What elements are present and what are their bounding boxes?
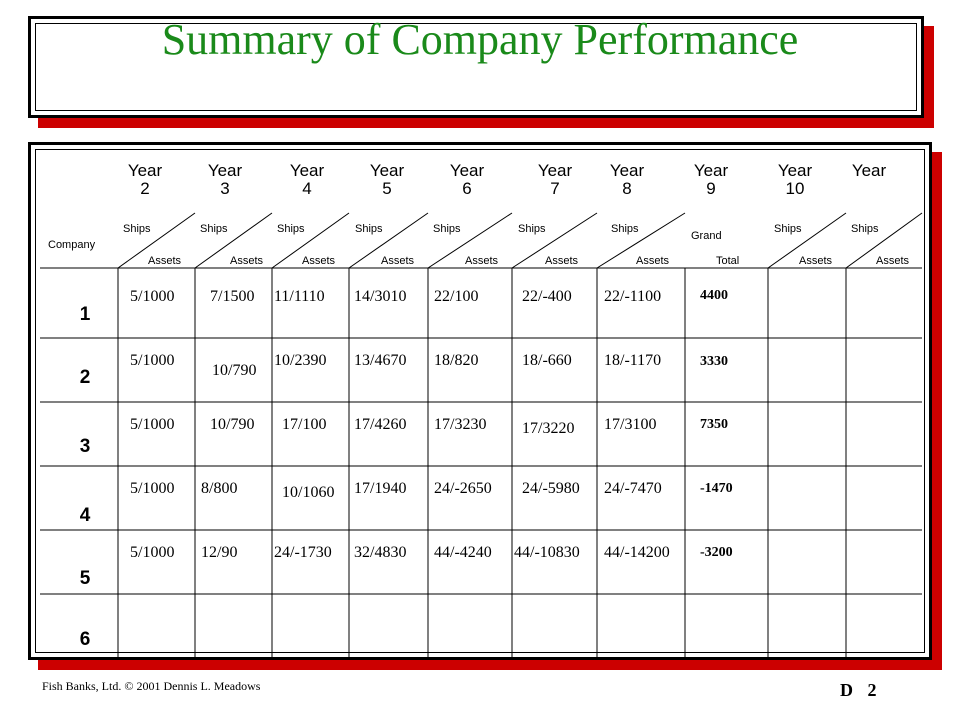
grand-total-cell: -1470 [700,481,733,496]
table-cell: 32/4830 [354,544,407,561]
table-cell: 22/100 [434,288,479,305]
table-cell: 44/-14200 [604,544,670,561]
sub-bottom-5: Assets [465,255,499,267]
sub-top-5: Ships [433,223,461,235]
sub-bottom-3: Assets [302,255,336,267]
table-box [28,142,932,660]
sub-bottom-10: Assets [876,255,910,267]
grand-total-cell: 4400 [700,288,728,303]
table-cell: 18/-1170 [604,352,662,369]
sub-top-7: Ships [611,223,639,235]
company-row-label: 2 [79,367,91,388]
table-cell: 17/3100 [604,416,657,433]
year-header-10: Year 10 [777,161,813,198]
sub-bottom-2: Assets [230,255,264,267]
table-cell: 22/-400 [522,288,572,305]
table-cell: 24/-7470 [604,480,662,497]
year-header-7: Year 7 [537,161,573,198]
page-title: Summary of Company Performance [161,15,799,64]
sub-bottom-9: Assets [799,255,833,267]
year-header-8: Year 8 [609,161,645,198]
sub-bottom-7: Assets [636,255,670,267]
title-box [28,16,924,118]
company-row-label: 6 [79,629,91,650]
company-label: Company [48,239,96,251]
table-cell: 24/-1730 [274,544,332,561]
year-header-11: Year [851,161,887,180]
table-cell: 5/1000 [130,352,175,369]
year-header-2: Year 2 [127,161,163,198]
sub-bottom-total: Total [716,255,740,267]
year-header-9: Year 9 [693,161,729,198]
copyright-footer: Fish Banks, Ltd. © 2001 Dennis L. Meadow… [42,679,261,693]
sub-top-9: Ships [774,223,802,235]
sub-top-2: Ships [200,223,228,235]
table-cell: 17/3230 [434,416,487,433]
table-cell: 17/100 [282,416,327,433]
table-cell: 17/4260 [354,416,407,433]
sub-top-grand: Grand [691,230,722,242]
table-cell: 14/3010 [354,288,407,305]
table-cell: 11/1110 [274,288,325,305]
table-cell: 10/790 [210,416,255,433]
table-cell: 5/1000 [130,480,175,497]
year-header-4: Year 4 [289,161,325,198]
table-cell: 18/820 [434,352,479,369]
table-cell: 44/-4240 [434,544,492,561]
sub-bottom-6: Assets [545,255,579,267]
table-cell: 10/790 [212,362,257,379]
sub-top-10: Ships [851,223,879,235]
section-letter: D [840,680,853,700]
table-cell: 5/1000 [130,288,175,305]
company-row-label: 5 [79,568,91,589]
page-number: D 2 [840,680,877,701]
year-header-5: Year 5 [369,161,405,198]
table-cell: 17/1940 [354,480,407,497]
company-row-label: 4 [79,505,91,526]
year-header-6: Year 6 [449,161,485,198]
table-cell: 5/1000 [130,544,175,561]
table-cell: 24/-2650 [434,480,492,497]
sub-top-1: Ships [123,223,151,235]
company-row-label: 3 [79,436,91,457]
sub-bottom-4: Assets [381,255,415,267]
grand-total-cell: -3200 [700,545,733,560]
table-cell: 5/1000 [130,416,175,433]
sub-top-4: Ships [355,223,383,235]
table-cell: 18/-660 [522,352,572,369]
table-cell: 8/800 [201,480,238,497]
table-cell: 44/-10830 [514,544,580,561]
company-row-label: 1 [79,304,91,325]
table-cell: 17/3220 [522,420,575,437]
year-header-3: Year 3 [207,161,243,198]
page-number-value: 2 [867,680,877,700]
table-cell: 7/1500 [210,288,255,305]
grand-total-cell: 3330 [700,354,728,369]
table-cell: 24/-5980 [522,480,580,497]
table-cell: 12/90 [201,544,238,561]
table-cell: 13/4670 [354,352,407,369]
sub-top-6: Ships [518,223,546,235]
sub-top-3: Ships [277,223,305,235]
table-cell: 10/2390 [274,352,327,369]
grand-total-cell: 7350 [700,417,728,432]
sub-bottom-1: Assets [148,255,182,267]
table-cell: 22/-1100 [604,288,662,305]
table-cell: 10/1060 [282,484,335,501]
